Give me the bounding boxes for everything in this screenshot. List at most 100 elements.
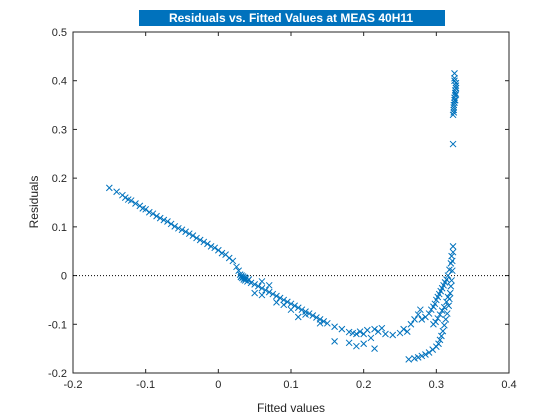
x-axis-label: Fitted values (257, 401, 325, 415)
marker-stroke (265, 288, 273, 296)
data-point-x-marker (175, 224, 182, 232)
data-point-x-marker (444, 272, 452, 279)
marker-stroke (448, 277, 455, 284)
scatter-points (105, 70, 460, 363)
marker-stroke (269, 290, 277, 298)
data-point-x-marker (432, 343, 440, 351)
marker-stroke (258, 284, 266, 292)
y-tick-label: 0.1 (52, 222, 67, 234)
data-point-x-marker (323, 319, 331, 327)
data-point-x-marker (446, 289, 454, 297)
data-point-x-marker (113, 188, 120, 196)
marker-stroke (175, 224, 182, 232)
data-point-x-marker (251, 280, 259, 288)
marker-stroke (127, 197, 135, 204)
marker-stroke (447, 260, 455, 267)
data-point-x-marker (153, 212, 160, 220)
marker-stroke (164, 218, 171, 225)
data-point-x-marker (449, 242, 457, 250)
data-point-x-marker (251, 289, 259, 297)
marker-stroke (121, 194, 129, 201)
data-point-x-marker (407, 320, 415, 328)
marker-stroke (258, 291, 266, 299)
marker-stroke (452, 91, 460, 98)
data-point-x-marker (436, 336, 444, 344)
marker-stroke (371, 325, 378, 333)
data-point-x-marker (414, 311, 422, 318)
data-point-x-marker (382, 330, 389, 338)
data-point-x-marker (435, 340, 442, 348)
marker-stroke (439, 327, 447, 335)
marker-stroke (287, 300, 295, 308)
data-point-x-marker (265, 288, 273, 296)
data-point-x-marker (418, 316, 426, 323)
marker-stroke (414, 354, 422, 361)
marker-stroke (449, 111, 457, 119)
marker-stroke (294, 313, 302, 321)
marker-stroke (139, 204, 147, 212)
data-point-x-marker (145, 208, 153, 216)
marker-stroke (451, 99, 458, 106)
data-point-x-marker (280, 296, 288, 304)
y-axis-label: Residuals (27, 176, 41, 229)
data-point-x-marker (440, 321, 448, 329)
marker-stroke (443, 276, 450, 283)
data-point-x-marker (320, 318, 328, 325)
marker-stroke (451, 89, 459, 97)
marker-stroke (262, 286, 269, 294)
data-point-x-marker (302, 308, 309, 315)
x-tick-label: 0.1 (283, 379, 298, 391)
data-point-x-marker (445, 302, 453, 310)
data-point-x-marker (451, 74, 458, 82)
marker-stroke (418, 352, 426, 360)
marker-stroke (225, 254, 233, 262)
marker-stroke (185, 230, 193, 238)
marker-stroke (235, 267, 243, 275)
marker-stroke (280, 301, 288, 309)
data-point-x-marker (447, 260, 455, 267)
data-point-x-marker (160, 216, 168, 224)
marker-stroke (313, 314, 320, 321)
data-point-x-marker (171, 223, 179, 230)
data-point-x-marker (331, 337, 338, 345)
marker-stroke (331, 323, 338, 331)
marker-stroke (446, 289, 454, 297)
marker-stroke (436, 311, 444, 318)
marker-stroke (167, 220, 175, 228)
marker-stroke (200, 238, 208, 246)
marker-stroke (247, 279, 255, 287)
data-point-x-marker (265, 281, 273, 289)
data-point-x-marker (302, 311, 309, 318)
data-point-x-marker (149, 210, 157, 218)
x-tick-label: 0.3 (429, 379, 444, 391)
data-point-x-marker (414, 354, 422, 361)
marker-stroke (193, 234, 200, 242)
marker-stroke (171, 223, 179, 230)
data-point-x-marker (225, 254, 233, 262)
data-point-x-marker (218, 249, 226, 257)
marker-stroke (298, 306, 306, 314)
data-point-x-marker (331, 323, 338, 331)
marker-stroke (416, 306, 424, 314)
marker-stroke (273, 292, 280, 300)
data-point-x-marker (450, 104, 458, 111)
data-point-x-marker (443, 276, 450, 283)
data-point-x-marker (207, 242, 215, 250)
marker-stroke (302, 308, 309, 315)
marker-stroke (338, 325, 346, 333)
marker-stroke (451, 94, 458, 102)
marker-stroke (449, 242, 457, 250)
data-point-x-marker (287, 300, 295, 308)
marker-stroke (452, 82, 460, 89)
data-point-x-marker (284, 298, 291, 306)
data-point-x-marker (422, 351, 429, 358)
data-point-x-marker (448, 252, 455, 260)
marker-stroke (445, 302, 453, 310)
marker-stroke (214, 246, 222, 254)
data-point-x-marker (356, 328, 364, 335)
marker-stroke (444, 272, 452, 279)
data-point-x-marker (245, 276, 253, 283)
data-point-x-marker (449, 248, 457, 256)
data-point-x-marker (200, 238, 208, 246)
marker-stroke (345, 328, 353, 336)
